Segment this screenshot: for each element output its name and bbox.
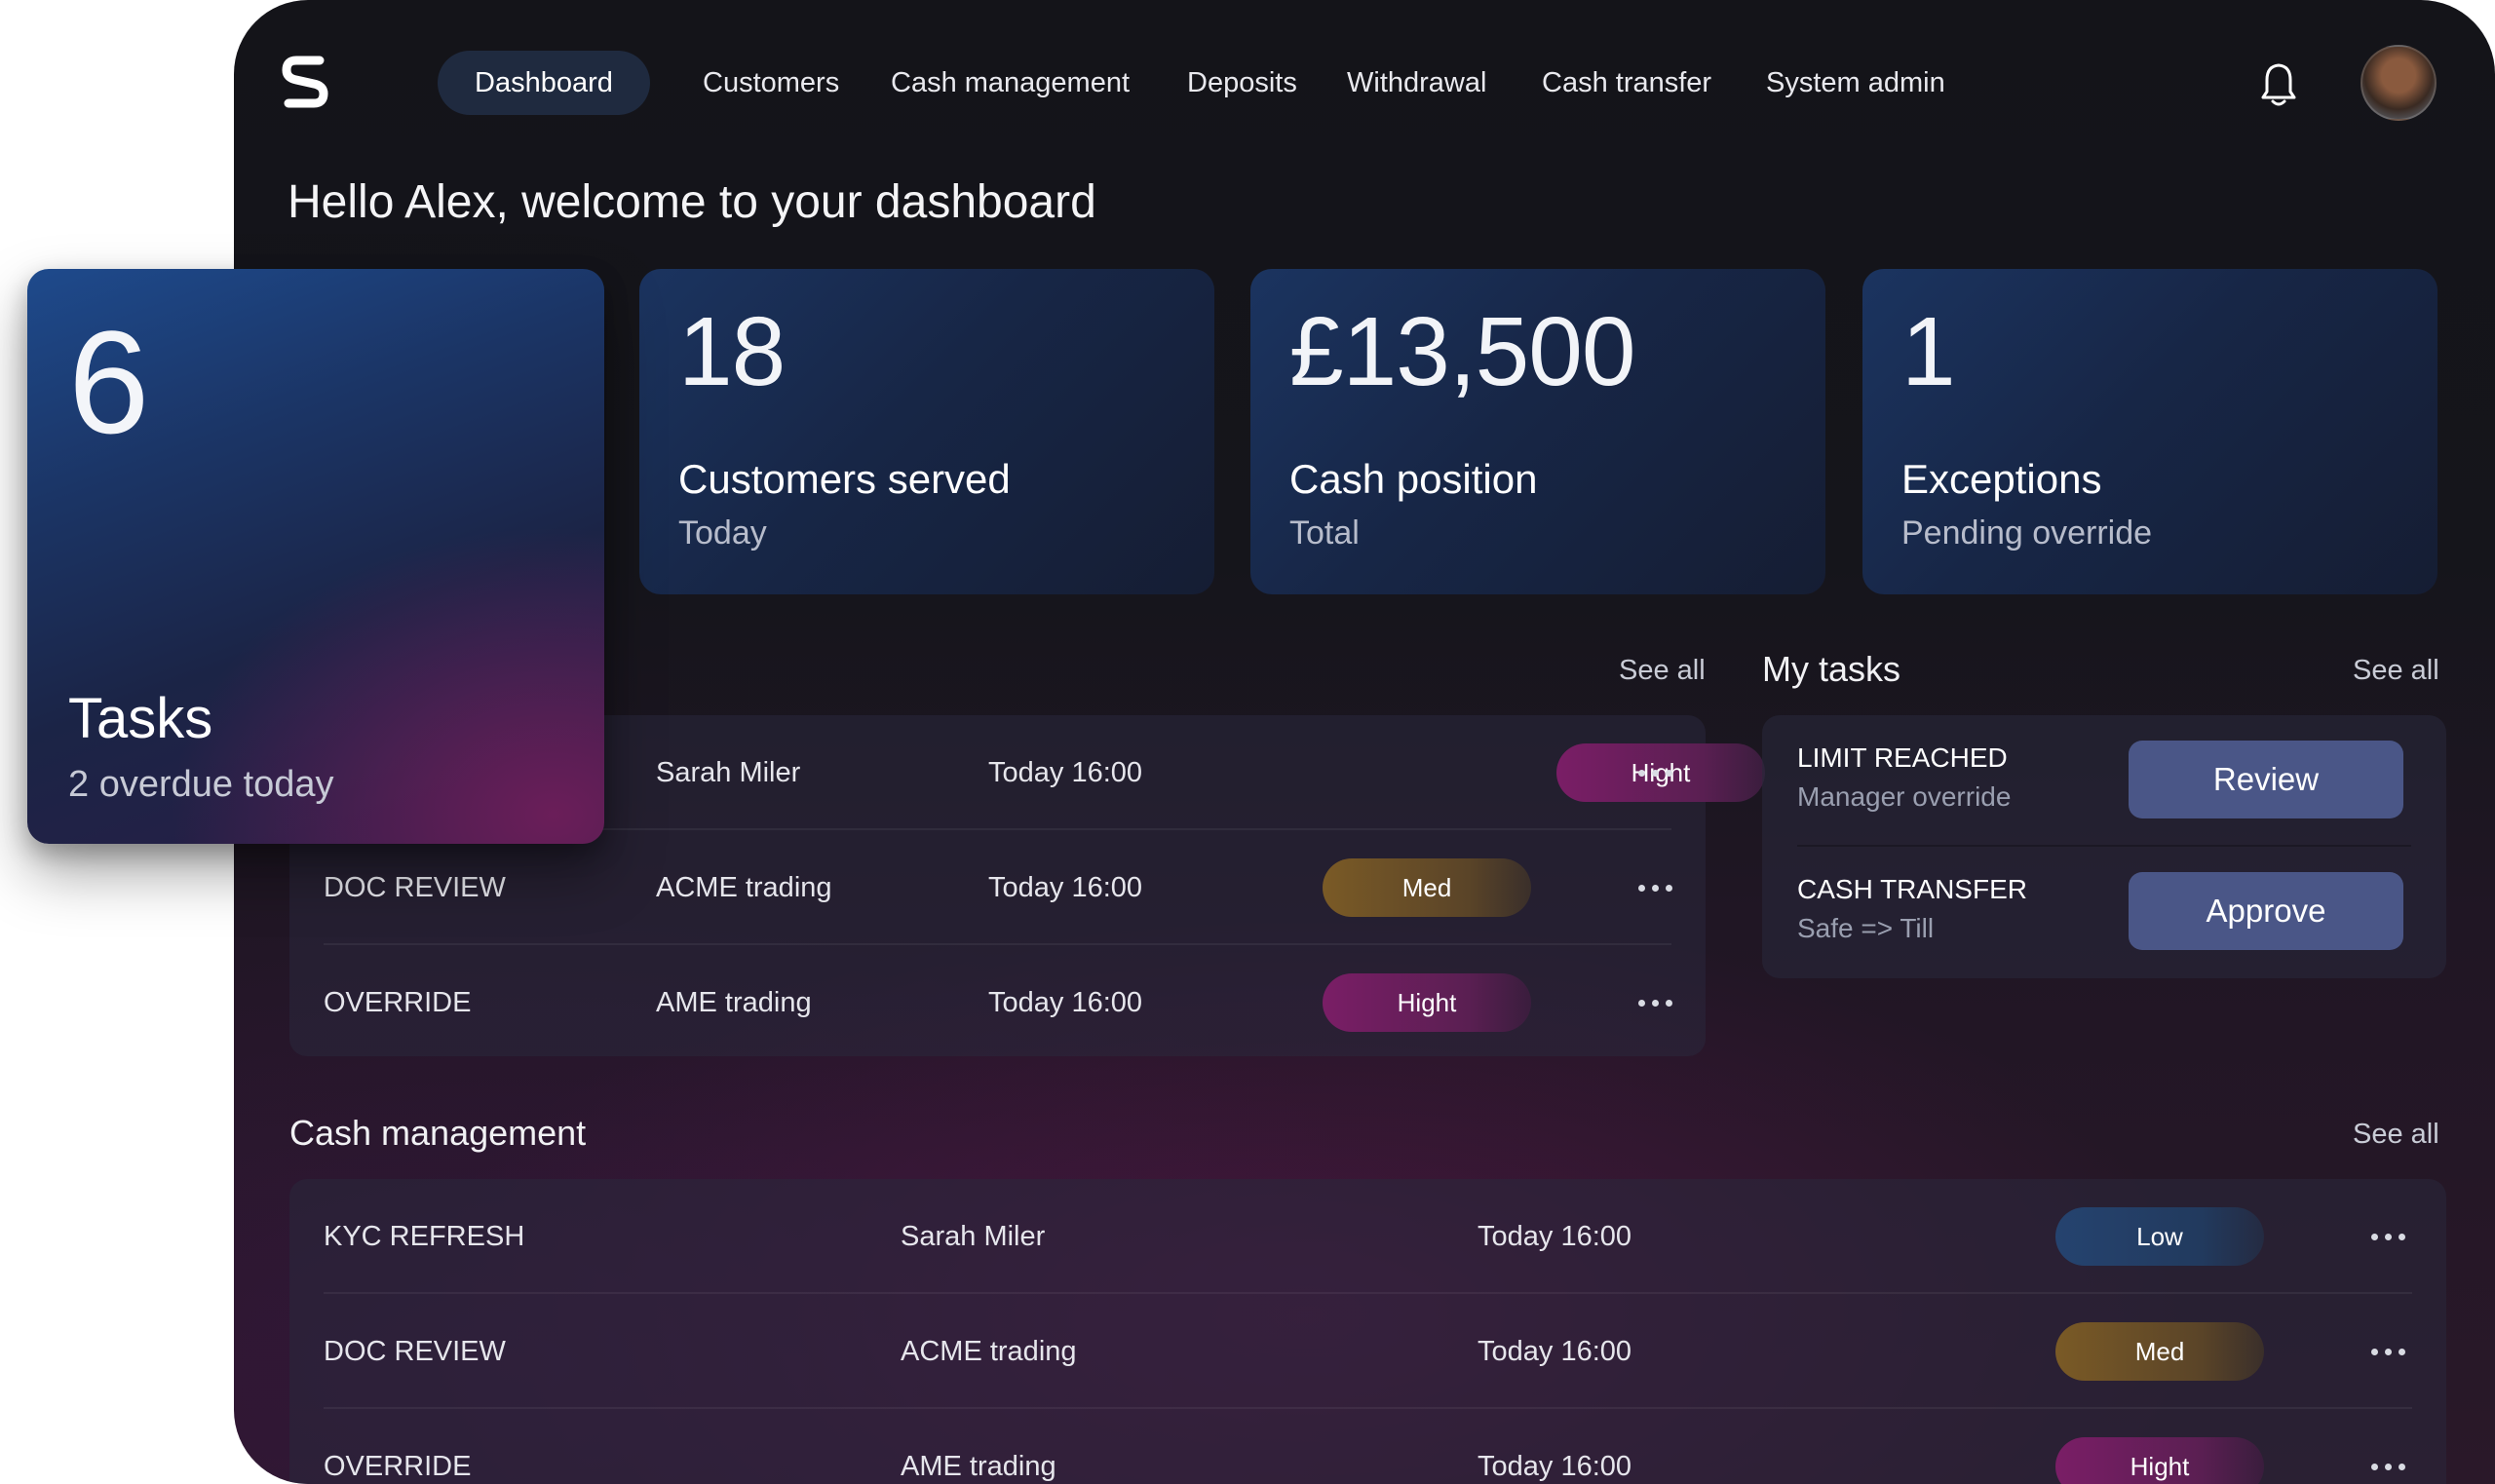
- cash-management-title: Cash management: [289, 1113, 587, 1153]
- my-tasks-title: My tasks: [1762, 649, 1901, 689]
- nav-item-customers[interactable]: Customers: [703, 67, 840, 98]
- stat-sub: Pending override: [1901, 514, 2153, 552]
- stat-sub: Total: [1289, 514, 1360, 552]
- stat-card-customers[interactable]: 18 Customers served Today: [639, 269, 1214, 594]
- app-window: Dashboard Customers Cash management Depo…: [234, 0, 2495, 1484]
- more-options-icon[interactable]: [2369, 1337, 2408, 1366]
- task-title: CASH TRANSFER: [1797, 874, 2027, 904]
- row-name: Sarah Miler: [901, 1221, 1046, 1252]
- table-row[interactable]: DOC REVIEW ACME trading Today 16:00 Med: [289, 830, 1706, 945]
- tasks-label: Tasks: [68, 687, 213, 750]
- stat-label: Exceptions: [1901, 456, 2102, 502]
- stat-card-exceptions[interactable]: 1 Exceptions Pending override: [1862, 269, 2437, 594]
- tasks-overdue-text: 2 overdue today: [68, 764, 334, 805]
- logo-s-icon[interactable]: [281, 51, 329, 113]
- more-options-icon[interactable]: [1636, 758, 1675, 787]
- row-type: DOC REVIEW: [324, 1336, 506, 1367]
- stat-value: 1: [1901, 297, 1956, 406]
- row-name: ACME trading: [656, 872, 832, 903]
- row-time: Today 16:00: [1478, 1221, 1632, 1252]
- my-tasks-see-all-link[interactable]: See all: [2353, 655, 2439, 686]
- row-name: ACME trading: [901, 1336, 1077, 1367]
- row-time: Today 16:00: [988, 757, 1143, 788]
- more-options-icon[interactable]: [1636, 988, 1675, 1017]
- nav-item-deposits[interactable]: Deposits: [1187, 67, 1297, 98]
- priority-badge[interactable]: Med: [2055, 1322, 2264, 1381]
- row-name: Sarah Miler: [656, 757, 801, 788]
- table-row[interactable]: DOC REVIEW ACME trading Today 16:00 Med: [289, 1294, 2446, 1409]
- top-nav: Dashboard Customers Cash management Depo…: [234, 0, 2495, 166]
- stat-value: £13,500: [1289, 297, 1635, 406]
- nav-item-dashboard[interactable]: Dashboard: [438, 51, 650, 115]
- row-time: Today 16:00: [988, 987, 1143, 1018]
- task-subtitle: Manager override: [1797, 781, 2012, 812]
- stat-value: 18: [678, 297, 786, 406]
- row-type: DOC REVIEW: [324, 872, 506, 903]
- task-item: CASH TRANSFER Safe => Till Approve: [1762, 847, 2446, 978]
- tasks-count: 6: [68, 300, 150, 464]
- priority-badge[interactable]: Low: [2055, 1207, 2264, 1266]
- task-subtitle: Safe => Till: [1797, 913, 1935, 943]
- stat-card-cash-position[interactable]: £13,500 Cash position Total: [1250, 269, 1825, 594]
- task-title: LIMIT REACHED: [1797, 742, 2008, 773]
- stat-label: Cash position: [1289, 456, 1538, 502]
- task-item: LIMIT REACHED Manager override Review: [1762, 715, 2446, 847]
- approve-button[interactable]: Approve: [2129, 872, 2403, 950]
- row-type: OVERRIDE: [324, 987, 472, 1018]
- row-name: AME trading: [901, 1451, 1056, 1482]
- my-tasks-panel: LIMIT REACHED Manager override Review CA…: [1762, 715, 2446, 978]
- more-options-icon[interactable]: [1636, 873, 1675, 902]
- row-time: Today 16:00: [1478, 1451, 1632, 1482]
- more-options-icon[interactable]: [2369, 1452, 2408, 1481]
- table-row[interactable]: OVERRIDE AME trading Today 16:00 Hight: [289, 1409, 2446, 1484]
- cash-management-see-all-link[interactable]: See all: [2353, 1119, 2439, 1150]
- table-row[interactable]: OVERRIDE AME trading Today 16:00 Hight: [289, 945, 1706, 1060]
- nav-item-system-admin[interactable]: System admin: [1766, 67, 1945, 98]
- nav-item-cash-management[interactable]: Cash management: [891, 67, 1131, 98]
- row-type: KYC REFRESH: [324, 1221, 525, 1252]
- priority-badge[interactable]: Med: [1323, 858, 1531, 917]
- table-row[interactable]: Sarah Miler Today 16:00 Hight: [289, 715, 1765, 830]
- row-name: AME trading: [656, 987, 812, 1018]
- queue-table: Sarah Miler Today 16:00 Hight DOC REVIEW…: [289, 715, 1765, 1056]
- row-time: Today 16:00: [1478, 1336, 1632, 1367]
- queue-see-all-link[interactable]: See all: [1619, 655, 1706, 686]
- cash-management-table: KYC REFRESH Sarah Miler Today 16:00 Low …: [289, 1179, 2446, 1484]
- review-button[interactable]: Review: [2129, 741, 2403, 818]
- more-options-icon[interactable]: [2369, 1222, 2408, 1251]
- row-type: OVERRIDE: [324, 1451, 472, 1482]
- nav-item-cash-transfer[interactable]: Cash transfer: [1542, 67, 1712, 98]
- avatar[interactable]: [2361, 45, 2437, 121]
- nav-item-withdrawal[interactable]: Withdrawal: [1347, 67, 1487, 98]
- tasks-summary-card[interactable]: 6 Tasks 2 overdue today: [27, 269, 604, 844]
- bell-icon[interactable]: [2251, 57, 2306, 111]
- row-time: Today 16:00: [988, 872, 1143, 903]
- priority-badge[interactable]: Hight: [2055, 1437, 2264, 1484]
- stat-label: Customers served: [678, 456, 1011, 502]
- page-title: Hello Alex, welcome to your dashboard: [288, 176, 1096, 228]
- table-row[interactable]: KYC REFRESH Sarah Miler Today 16:00 Low: [289, 1179, 2446, 1294]
- priority-badge[interactable]: Hight: [1323, 973, 1531, 1032]
- stat-sub: Today: [678, 514, 767, 552]
